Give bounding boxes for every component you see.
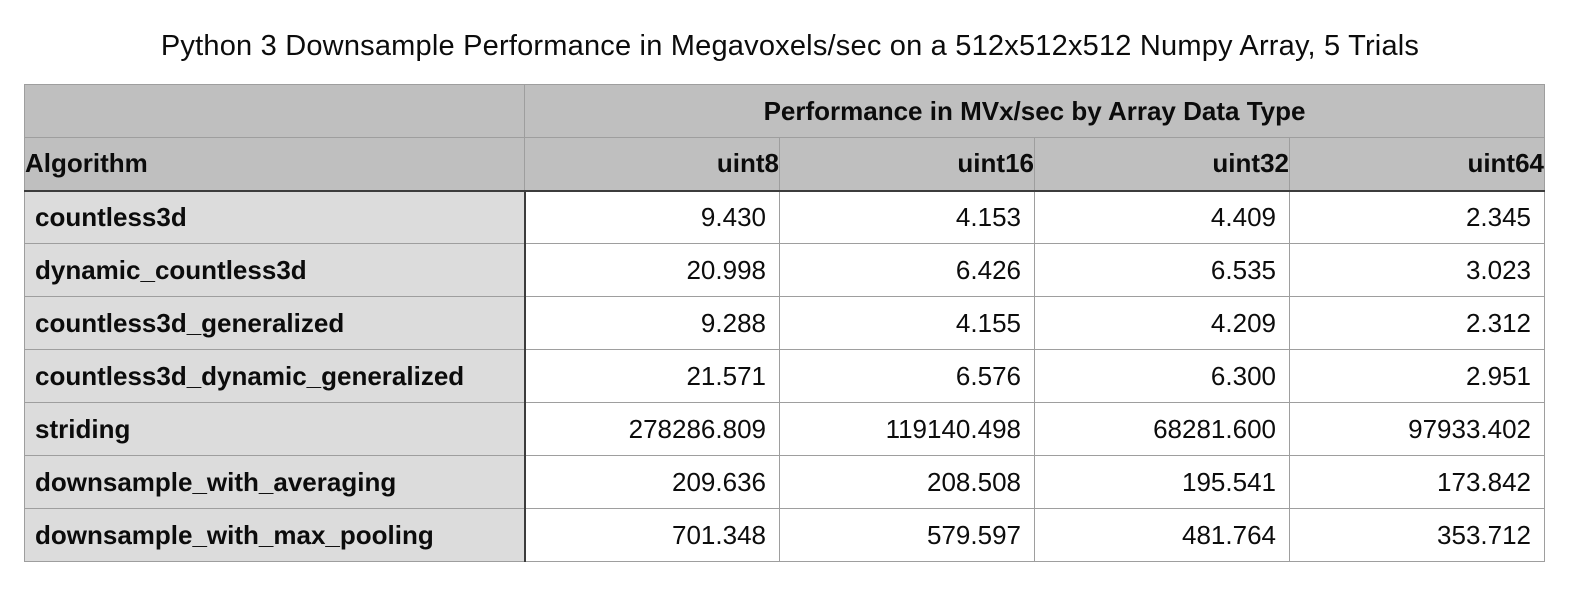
column-header-uint32: uint32 — [1034, 137, 1290, 192]
table-body: countless3d 9.430 4.153 4.409 2.345 dynamic_c… — [24, 190, 1546, 562]
value-cell: 208.508 — [779, 455, 1035, 509]
group-header-row: Performance in MVx/sec by Array Data Typ… — [24, 84, 1546, 138]
value-cell: 119140.498 — [779, 402, 1035, 456]
table-row: countless3d 9.430 4.153 4.409 2.345 — [24, 190, 1546, 244]
table-row: downsample_with_max_pooling 701.348 579.59… — [24, 508, 1546, 562]
value-cell: 278286.809 — [524, 402, 780, 456]
value-cell: 701.348 — [524, 508, 780, 562]
algorithm-cell: downsample_with_max_pooling — [24, 508, 526, 562]
value-cell: 4.409 — [1034, 190, 1290, 244]
column-header-uint16: uint16 — [779, 137, 1035, 192]
table-row: downsample_with_averaging 209.636 208.508 1… — [24, 455, 1546, 509]
page-title: Python 3 Downsample Performance in Megav… — [160, 30, 1420, 62]
value-cell: 2.951 — [1288, 349, 1546, 403]
value-cell: 2.312 — [1288, 296, 1546, 350]
value-cell: 209.636 — [524, 455, 780, 509]
value-cell: 173.842 — [1288, 455, 1546, 509]
group-header-spacer — [24, 84, 525, 138]
value-cell: 9.288 — [524, 296, 780, 350]
algorithm-cell: countless3d_dynamic_generalized — [24, 349, 526, 403]
value-cell: 6.535 — [1034, 243, 1290, 297]
algorithm-cell: countless3d — [24, 190, 526, 244]
value-cell: 6.576 — [779, 349, 1035, 403]
algorithm-cell: downsample_with_averaging — [24, 455, 526, 509]
algorithm-cell: dynamic_countless3d — [24, 243, 526, 297]
value-cell: 97933.402 — [1288, 402, 1546, 456]
group-header: Performance in MVx/sec by Array Data Typ… — [523, 84, 1546, 138]
algorithm-cell: countless3d_generalized — [24, 296, 526, 350]
value-cell: 4.153 — [779, 190, 1035, 244]
column-header-uint64: uint64 — [1288, 137, 1546, 192]
column-header-row: Algorithm uint8 uint16 uint32 uint64 — [24, 137, 1546, 192]
value-cell: 481.764 — [1034, 508, 1290, 562]
performance-table-container: Performance in MVx/sec by Array Data Typ… — [24, 84, 1546, 562]
value-cell: 4.155 — [779, 296, 1035, 350]
value-cell: 353.712 — [1288, 508, 1546, 562]
value-cell: 21.571 — [524, 349, 780, 403]
table-header: Performance in MVx/sec by Array Data Typ… — [24, 84, 1546, 192]
table-row: countless3d_dynamic_generalized 21.571 6.5… — [24, 349, 1546, 403]
value-cell: 6.300 — [1034, 349, 1290, 403]
value-cell: 3.023 — [1288, 243, 1546, 297]
value-cell: 4.209 — [1034, 296, 1290, 350]
performance-table: Performance in MVx/sec by Array Data Typ… — [24, 84, 1546, 562]
column-header-uint8: uint8 — [524, 137, 780, 192]
table-row: striding 278286.809 119140.498 68281.600 979… — [24, 402, 1546, 456]
value-cell: 68281.600 — [1034, 402, 1290, 456]
algorithm-cell: striding — [24, 402, 526, 456]
value-cell: 6.426 — [779, 243, 1035, 297]
value-cell: 195.541 — [1034, 455, 1290, 509]
value-cell: 20.998 — [524, 243, 780, 297]
column-header-algorithm: Algorithm — [24, 137, 525, 192]
table-row: countless3d_generalized 9.288 4.155 4.209 2.… — [24, 296, 1546, 350]
value-cell: 9.430 — [524, 190, 780, 244]
table-row: dynamic_countless3d 20.998 6.426 6.535 3.023 — [24, 243, 1546, 297]
value-cell: 2.345 — [1288, 190, 1546, 244]
value-cell: 579.597 — [779, 508, 1035, 562]
